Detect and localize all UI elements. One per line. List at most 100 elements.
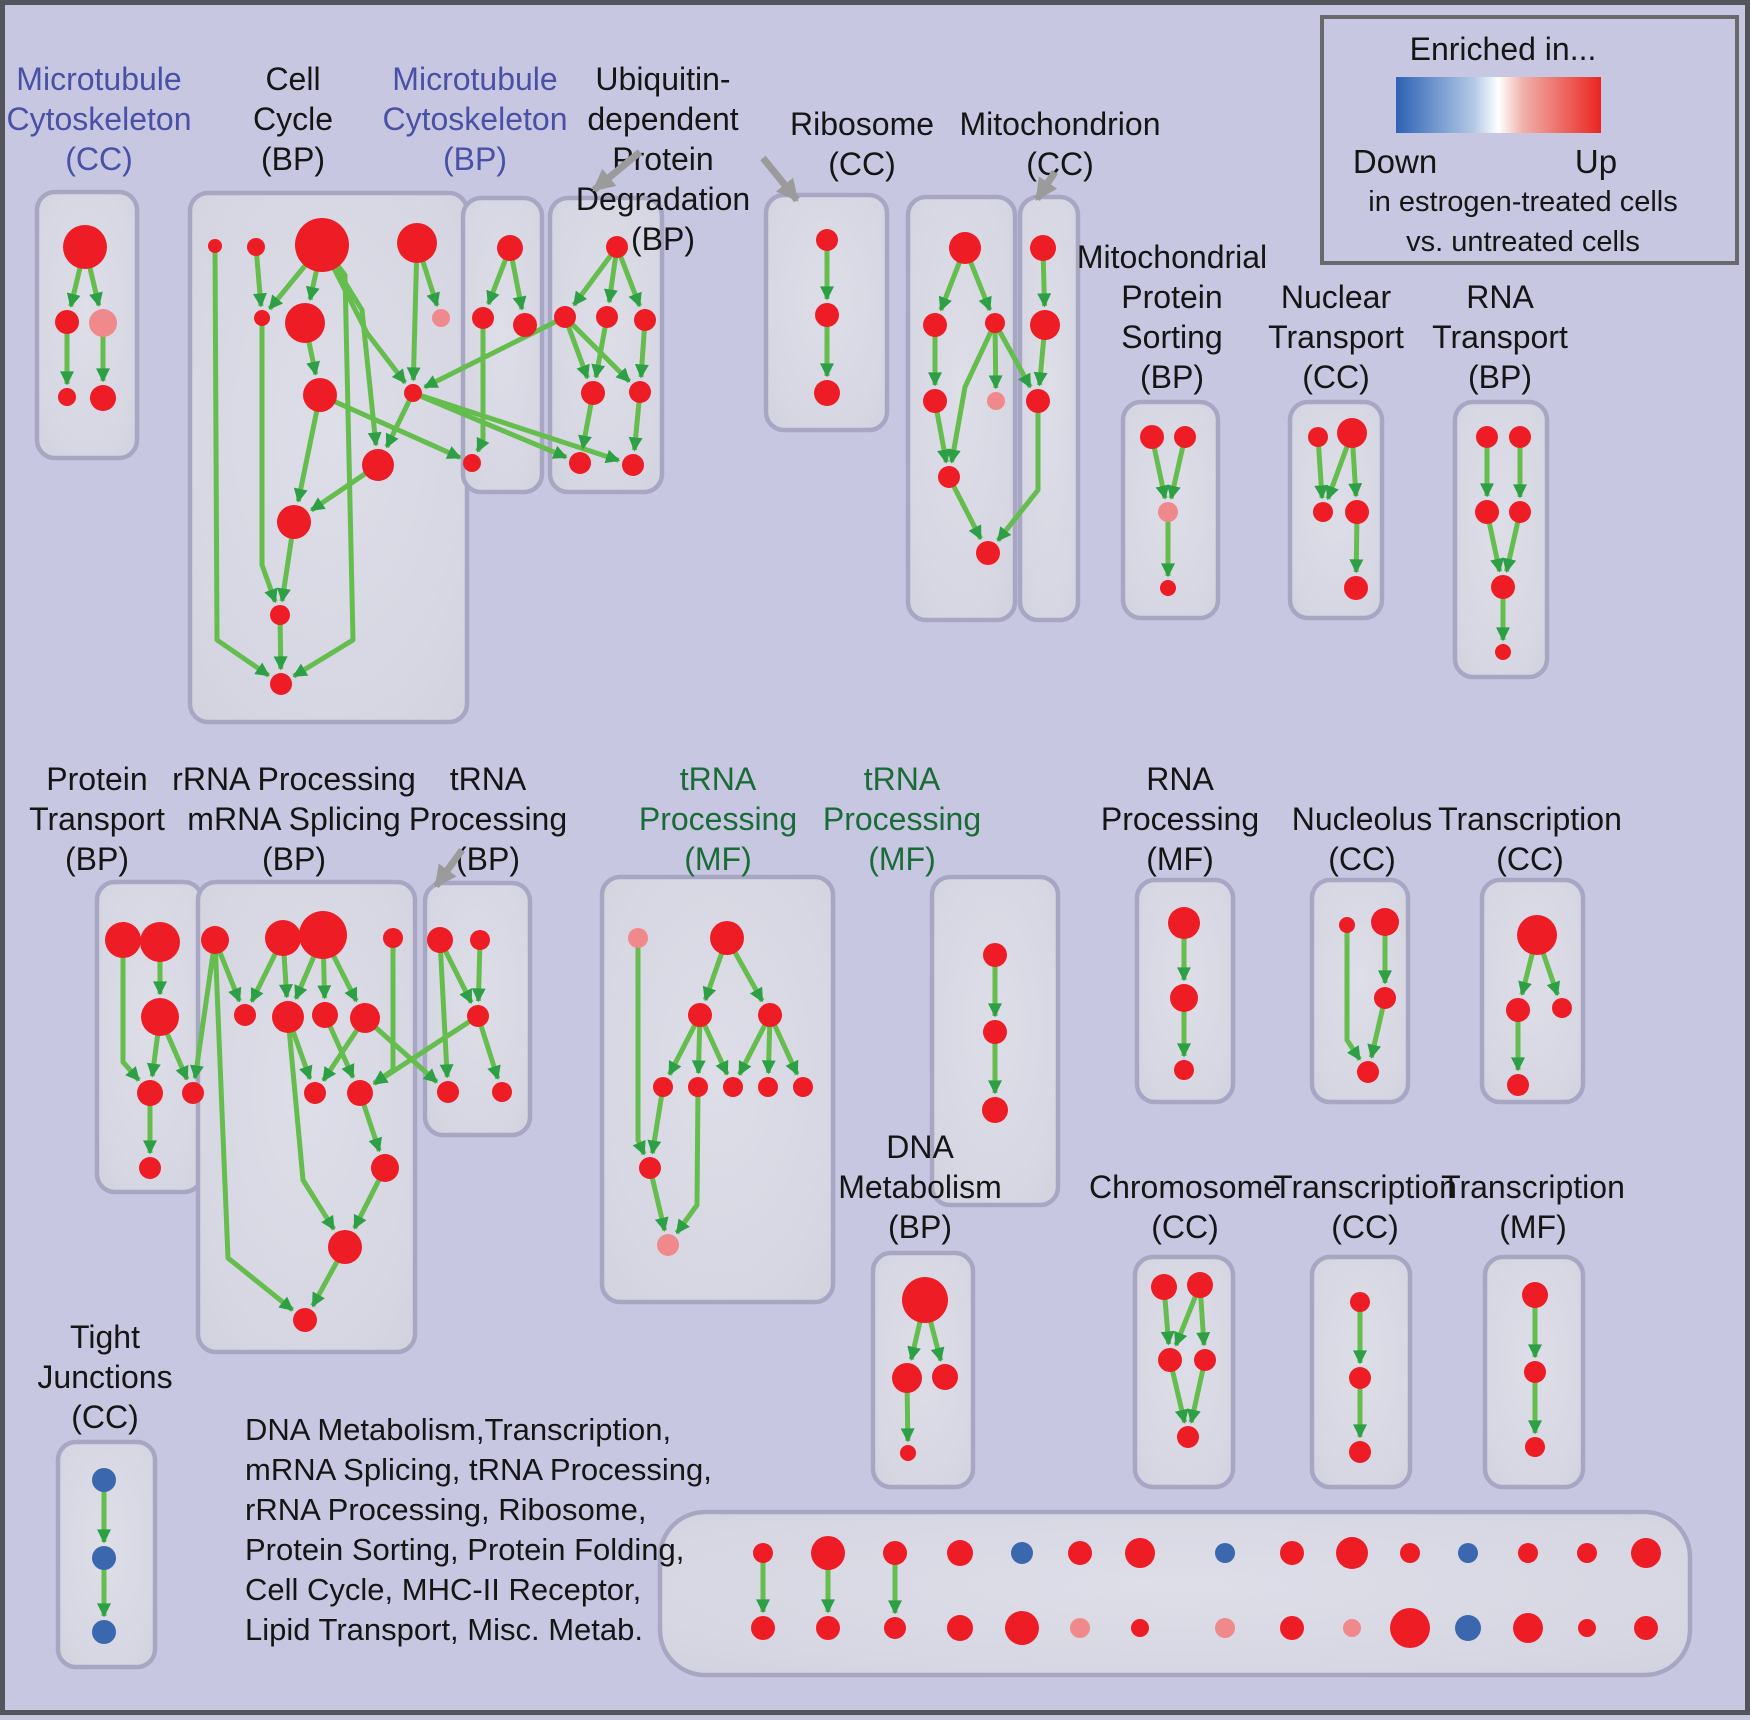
- node-rrna-mrna-rr4-red: [383, 928, 403, 948]
- node-ribosome-r7-red: [976, 541, 1000, 565]
- node-rrna-mrna-rr13-red: [293, 1308, 317, 1332]
- node-trna-mf-large-m11-pink: [657, 1234, 679, 1256]
- node-ribosome-r6-red: [938, 466, 960, 488]
- node-strip-bottom-2-red: [816, 1616, 840, 1640]
- box-dna-metabolism: [870, 1250, 976, 1490]
- label-trna-mf-small-line1: tRNA: [864, 761, 941, 797]
- node-mitochondrion-mm3-red: [1026, 389, 1050, 413]
- node-strip-top-2-red: [811, 1536, 845, 1570]
- node-rna-transport-tt3-red: [1475, 500, 1499, 524]
- node-mitochondrion-mm2-red: [1030, 310, 1060, 340]
- label-ubiquitin-degradation-1-line1: Ubiquitin-: [595, 61, 730, 97]
- edge-r3-r5: [988, 322, 1003, 390]
- node-strip-top-11-red: [1400, 1543, 1420, 1563]
- label-rrna-mrna-line2: mRNA Splicing: [187, 801, 400, 837]
- node-ribosome-r1-red: [949, 232, 981, 264]
- node-microtubule-cc-mc_a-red: [63, 225, 107, 269]
- node-rna-processing-mf-k3-red: [1174, 1060, 1194, 1080]
- node-trna-bp-t1-red: [427, 927, 453, 953]
- node-rna-transport-tt1-red: [1476, 426, 1498, 448]
- node-transcription-cc-top-v3-red: [1552, 998, 1572, 1018]
- node-strip-top-6-red: [1068, 1541, 1092, 1565]
- label-nuclear-transport-line3: (CC): [1302, 359, 1370, 395]
- edge-n8-n11: [293, 394, 323, 503]
- edge-r3-r6: [946, 321, 998, 464]
- label-trna-mf-small-line2: Processing: [823, 801, 981, 837]
- node-nuclear-transport-nt4-red: [1345, 500, 1369, 524]
- node-dna-metabolism-w4-red: [900, 1445, 916, 1461]
- box-rna-transport: [1452, 399, 1550, 680]
- node-cell-cycle-n3-red: [295, 218, 349, 272]
- node-ubiquitin-degradation-2-e3-red: [814, 380, 840, 406]
- label-mitochondrion-line2: (CC): [1026, 146, 1094, 182]
- node-dna-metabolism-w3-red: [932, 1364, 958, 1390]
- label-nuclear-transport-line1: Nuclear: [1281, 279, 1392, 315]
- box-ubiquitin-degradation-1: [547, 195, 665, 495]
- node-protein-transport-p3-red: [141, 998, 179, 1036]
- node-protein-transport-p4-red: [137, 1080, 163, 1106]
- edge-n2-n5: [252, 246, 267, 308]
- node-ubiquitin-degradation-1-d4-red: [634, 309, 656, 331]
- edge-m6-m11: [674, 1086, 701, 1235]
- node-microtubule-cc-mc_d-red: [58, 388, 76, 406]
- node-strip-bottom-13-red: [1513, 1613, 1543, 1643]
- node-cell-cycle-n2-red: [247, 238, 265, 256]
- label-cell-cycle-line1: Cell: [265, 61, 320, 97]
- node-strip-bottom-1-red: [751, 1616, 775, 1640]
- node-rna-transport-tt2-red: [1509, 426, 1531, 448]
- node-strip-bottom-15-red: [1634, 1616, 1658, 1640]
- node-strip-bottom-8-pink: [1215, 1618, 1235, 1638]
- label-ribosome-line1: Ribosome: [790, 106, 934, 142]
- label-transcription-cc-bottom-line2: (CC): [1331, 1209, 1399, 1245]
- node-protein-transport-p1-red: [105, 922, 141, 958]
- node-trna-mf-small-q2-red: [983, 1020, 1007, 1044]
- node-ubiquitin-degradation-1-d3-red: [596, 306, 618, 328]
- node-chromosome-x2-red: [1187, 1272, 1213, 1298]
- node-ribosome-r3-red: [985, 313, 1005, 333]
- layer-nodes: [55, 218, 1661, 1648]
- node-strip-top-7-red: [1125, 1538, 1155, 1568]
- label-microtubule-bp-line3: (BP): [443, 141, 507, 177]
- label-rna-processing-mf-line3: (MF): [1146, 841, 1214, 877]
- edge-t2-t3: [471, 939, 486, 1003]
- node-rrna-mrna-rr8-red: [350, 1003, 380, 1033]
- legend-gradient-bar: [1396, 77, 1601, 133]
- label-trna-mf-small-line3: (MF): [868, 841, 936, 877]
- label-rna-transport-line1: RNA: [1466, 279, 1534, 315]
- box-trna-mf-large: [599, 874, 836, 1305]
- label-transcription-mf-line2: (MF): [1499, 1209, 1567, 1245]
- label-nuclear-transport-line2: Transport: [1268, 319, 1404, 355]
- node-cell-cycle-n6-red: [285, 303, 325, 343]
- edge-d2-d6: [563, 315, 632, 384]
- node-chromosome-x1-red: [1151, 1274, 1177, 1300]
- box-transcription-cc-top: [1479, 877, 1586, 1105]
- node-trna-mf-large-m8-red: [758, 1077, 778, 1097]
- edge-n5-n12: [259, 318, 278, 604]
- label-trna-bp-line3: (BP): [456, 841, 520, 877]
- node-ribosome-r5-pink: [987, 392, 1005, 410]
- node-trna-mf-large-m9-red: [793, 1077, 813, 1097]
- node-mito-protein-sorting-s1-red: [1140, 425, 1164, 449]
- misc-groups-text-line5: Cell Cycle, MHC-II Receptor,: [245, 1572, 641, 1607]
- box-misc-strip: [657, 1509, 1693, 1678]
- node-trna-bp-t2-red: [470, 930, 490, 950]
- node-nucleolus-u2-red: [1371, 908, 1399, 936]
- misc-groups-text-line2: mRNA Splicing, tRNA Processing,: [245, 1452, 712, 1487]
- node-strip-bottom-4-red: [947, 1615, 973, 1641]
- legend-box: [1320, 15, 1739, 265]
- edge-rr6-rr12: [285, 1016, 336, 1231]
- label-dna-metabolism-line2: Metabolism: [838, 1169, 1002, 1205]
- node-tight-junctions-j1-blue: [92, 1468, 116, 1492]
- node-protein-transport-p2-red: [140, 922, 180, 962]
- box-rrna-mrna: [195, 879, 418, 1355]
- node-cell-cycle-n10-red: [362, 449, 394, 481]
- node-mitochondrion-mm1-red: [1030, 235, 1056, 261]
- legend-down-label: Down: [1353, 143, 1437, 180]
- node-cell-cycle-n12-red: [270, 605, 290, 625]
- edge-c2-c4: [475, 318, 490, 453]
- node-microtubule-cc-mc_b-red: [55, 310, 79, 334]
- node-trna-bp-t5-red: [492, 1082, 512, 1102]
- node-mito-protein-sorting-s2-red: [1174, 426, 1196, 448]
- label-trna-bp-line1: tRNA: [450, 761, 527, 797]
